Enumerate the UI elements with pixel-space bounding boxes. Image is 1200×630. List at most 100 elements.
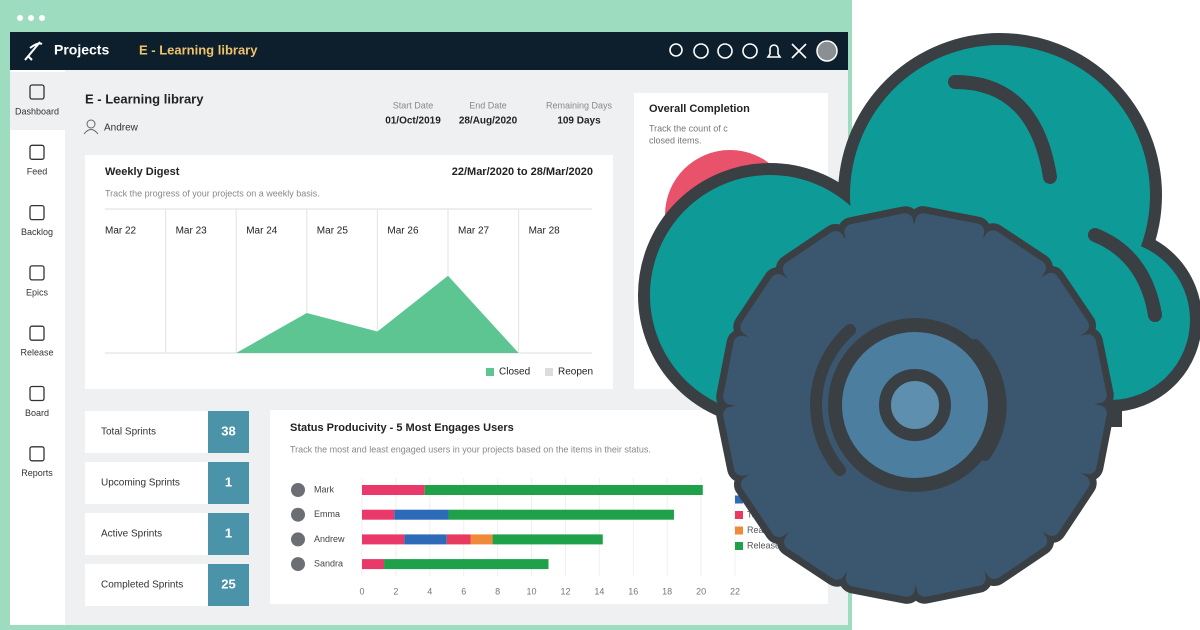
dynamic: Dashboard Feed Backlog Epics Release Board Rep…: [15, 84, 793, 606]
chart-title: Weekly Digest: [105, 166, 180, 178]
legend-label[interactable]: Released: [747, 540, 785, 550]
user-avatar: [291, 532, 305, 547]
sidebar-item[interactable]: Board: [25, 408, 49, 418]
add-icon[interactable]: [693, 43, 709, 59]
sidebar-item[interactable]: Feed: [27, 167, 48, 177]
chart-title: Status Producivity - 5 Most Engages User…: [290, 422, 514, 434]
bar-segment: [384, 559, 549, 570]
sidebar-icon: [29, 265, 45, 281]
sprint-count: 1: [225, 474, 232, 489]
completion-subtitle: Track the count of c: [649, 123, 728, 133]
sidebar-item[interactable]: Reports: [21, 468, 53, 478]
day-label: Mar 24: [246, 226, 278, 237]
stat-value: 28/Aug/2020: [459, 116, 518, 127]
top-nav: [10, 32, 848, 70]
search-icon[interactable]: [669, 43, 683, 57]
sprint-label: Total Sprints: [101, 427, 156, 438]
sidebar-item[interactable]: Dashboard: [15, 106, 59, 116]
completion-title: Overall Completion: [649, 103, 750, 115]
legend-label[interactable]: Closed: [499, 367, 530, 378]
user-name: Mark: [314, 484, 334, 494]
avatar[interactable]: [816, 40, 838, 62]
project-title: E - Learning library: [85, 91, 204, 106]
stat-label: Remaining Days: [546, 100, 613, 110]
area: [95, 275, 519, 353]
chart-subtitle: Track the most and least engaged users i…: [290, 444, 651, 454]
user-name: Emma: [314, 509, 340, 519]
x-tick-label: 16: [628, 586, 638, 596]
sidebar-icon: [29, 446, 45, 462]
day-label: Mar 22: [105, 226, 137, 237]
nav-icons: [669, 43, 807, 59]
brand-icon: [24, 41, 43, 61]
sprint-count: 1: [225, 525, 232, 540]
window-dot: [17, 15, 23, 21]
bar-segment: [362, 534, 405, 545]
bar-segment: [362, 485, 425, 495]
brand[interactable]: Projects: [54, 42, 109, 58]
chart-subtitle: Track the progress of your projects on a…: [105, 188, 320, 198]
legend-swatch: [735, 542, 743, 550]
sidebar-item[interactable]: Backlog: [21, 227, 53, 237]
user-avatar: [291, 557, 305, 572]
owner-icon: [86, 119, 96, 129]
sidebar-item[interactable]: Release: [20, 348, 53, 358]
owner: Andrew: [104, 123, 139, 134]
stat-value: 01/Oct/2019: [385, 116, 441, 127]
sidebar-item[interactable]: Epics: [26, 287, 49, 297]
stat-label: Start Date: [393, 100, 434, 110]
project-tab[interactable]: E - Learning library: [139, 42, 258, 57]
day-label: Mar 27: [458, 226, 490, 237]
bar-segment: [448, 509, 674, 520]
x-tick-label: 8: [495, 586, 500, 596]
sidebar: [10, 70, 65, 625]
sprint-count: 25: [221, 576, 235, 591]
stat-value: 109 Days: [557, 116, 601, 127]
window-dot: [28, 15, 34, 21]
bar-segment: [446, 534, 471, 545]
sprint-label: Upcoming Sprints: [101, 478, 180, 489]
bar-segment: [492, 534, 603, 545]
bar-segment: [362, 559, 385, 570]
sidebar-icon: [29, 385, 45, 402]
day-label: Mar 23: [176, 226, 208, 237]
bar-segment: [470, 534, 493, 545]
user-name: Andrew: [314, 534, 345, 544]
sidebar-active: [10, 72, 65, 130]
x-tick-label: 4: [427, 586, 432, 596]
cloud-gear-illustration: [638, 33, 1200, 604]
sidebar-icon: [29, 325, 45, 341]
globe-icon[interactable]: [717, 43, 733, 59]
sprint-count-box: [208, 462, 249, 504]
legend-swatch: [486, 368, 494, 376]
stat-label: End Date: [469, 100, 507, 110]
sidebar-icon: [29, 144, 45, 160]
window-dot: [39, 15, 45, 21]
legend-label[interactable]: Reopen: [558, 367, 593, 378]
completion-subtitle: closed items.: [649, 135, 702, 145]
sprint-count-box: [208, 564, 249, 606]
x-tick-label: 12: [560, 586, 570, 596]
x-tick-label: 18: [662, 586, 672, 596]
x-tick-label: 20: [696, 586, 706, 596]
x-tick-label: 10: [527, 586, 537, 596]
sprint-count: 38: [221, 423, 235, 438]
bar-segment: [424, 485, 703, 495]
bar-segment: [394, 509, 449, 520]
owner-icon: [83, 129, 99, 135]
sprint-count-box: [208, 513, 249, 555]
user-avatar: [291, 507, 305, 522]
sprint-count-box: [208, 411, 249, 453]
bell-icon[interactable]: [766, 44, 782, 58]
day-label: Mar 25: [317, 226, 349, 237]
tools-icon[interactable]: [791, 43, 807, 59]
clock-icon[interactable]: [742, 43, 758, 59]
legend-swatch: [545, 368, 553, 376]
sprint-label: Active Sprints: [101, 529, 162, 540]
legend-label[interactable]: Ready: [747, 525, 774, 535]
x-tick-label: 0: [359, 586, 364, 596]
x-tick-label: 22: [730, 586, 740, 596]
sprint-label: Completed Sprints: [101, 580, 183, 591]
